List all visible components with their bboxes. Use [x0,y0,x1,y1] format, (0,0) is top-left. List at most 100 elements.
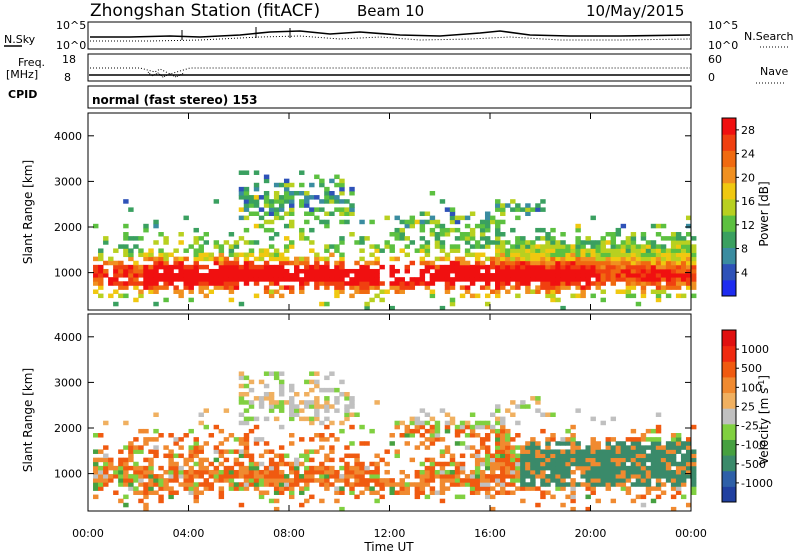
velocity-cell [620,482,627,487]
velocity-cell [289,478,295,483]
velocity-cell [590,465,596,471]
velocity-cell [675,490,682,495]
power-cell [299,170,305,175]
velocity-cell [560,482,566,487]
velocity-cell [515,469,521,475]
power-cell [128,252,134,258]
power-cell [223,285,230,290]
power-cell [680,244,687,249]
power-cell [570,293,576,299]
power-cell [329,199,335,204]
power-cell [515,240,521,245]
power-cell [625,268,632,274]
velocity-cell [243,445,250,450]
power-cell [635,244,642,249]
power-cell [399,248,405,253]
power-cell [263,285,270,290]
velocity-cell [615,457,622,463]
x-tick-label: 00:00 [72,527,104,540]
power-cell [640,252,647,258]
power-cell [213,273,220,278]
power-cell [133,273,139,278]
velocity-cell [490,457,496,463]
velocity-cell [439,449,446,454]
velocity-cell [143,465,149,471]
power-cell [324,195,330,200]
velocity-cell [560,474,566,479]
power-cell [545,281,551,286]
power-cell [600,264,606,270]
power-cell [334,264,340,270]
power-cell [329,281,335,286]
power-cell [158,273,164,278]
power-cell [173,260,179,266]
power-cell [198,281,204,286]
power-cell [555,273,561,278]
power-cell [575,260,581,266]
velocity-cell [520,400,526,405]
power-cell [484,281,491,286]
velocity-cell [108,457,114,463]
power-cell [314,195,320,200]
velocity-cell [258,396,265,401]
power-cell [268,203,275,208]
velocity-cell [515,474,521,479]
power-cell [595,273,601,278]
power-cell [535,207,541,212]
power-cell [510,273,516,278]
power-cell [685,273,692,278]
velocity-cell [630,469,637,475]
power-cell [369,297,375,303]
power-cell [670,264,677,270]
power-cell [339,281,345,286]
power-cell [143,252,149,258]
velocity-cell [610,465,617,471]
velocity-cell [555,453,561,459]
nsearch-tick-bottom: 10^0 [708,39,738,52]
velocity-cell [98,478,104,483]
power-cell [258,273,265,278]
velocity-cell [484,474,491,479]
power-cell [153,264,159,270]
power-cell [560,285,566,290]
velocity-cell [414,469,421,475]
velocity-cell [143,474,149,479]
velocity-cell [183,469,189,475]
velocity-cell [203,424,209,430]
velocity-cell [268,400,275,405]
power-cell [243,260,250,266]
velocity-cell [500,474,506,479]
velocity-cell [419,469,426,475]
power-cell [620,277,627,282]
velocity-cell [655,461,662,467]
colorbar-segment [722,150,736,168]
power-cell [113,281,119,286]
power-cell [560,244,566,249]
velocity-cell [535,469,541,475]
power-cell [324,244,330,249]
power-cell [650,289,657,294]
velocity-cell [630,498,637,504]
velocity-cell [324,375,330,381]
power-cell [238,264,245,270]
power-cell [203,277,209,282]
power-cell [233,264,240,270]
power-cell [273,273,280,278]
power-cell [479,252,486,258]
colorbar-tick-label: 12 [741,219,755,232]
velocity-cell [525,474,531,479]
power-cell [439,223,446,229]
velocity-cell [218,441,225,446]
velocity-cell [635,449,642,454]
power-cell [344,219,350,225]
velocity-cell [294,408,300,413]
velocity-cell [314,400,320,405]
velocity-cell [655,412,662,418]
power-cell [168,281,174,286]
velocity-cell [329,371,335,376]
power-cell [409,260,416,266]
time-xlabel: Time UT [363,540,414,554]
power-cell [243,227,250,233]
velocity-cell [334,469,340,475]
velocity-cell [429,490,436,495]
